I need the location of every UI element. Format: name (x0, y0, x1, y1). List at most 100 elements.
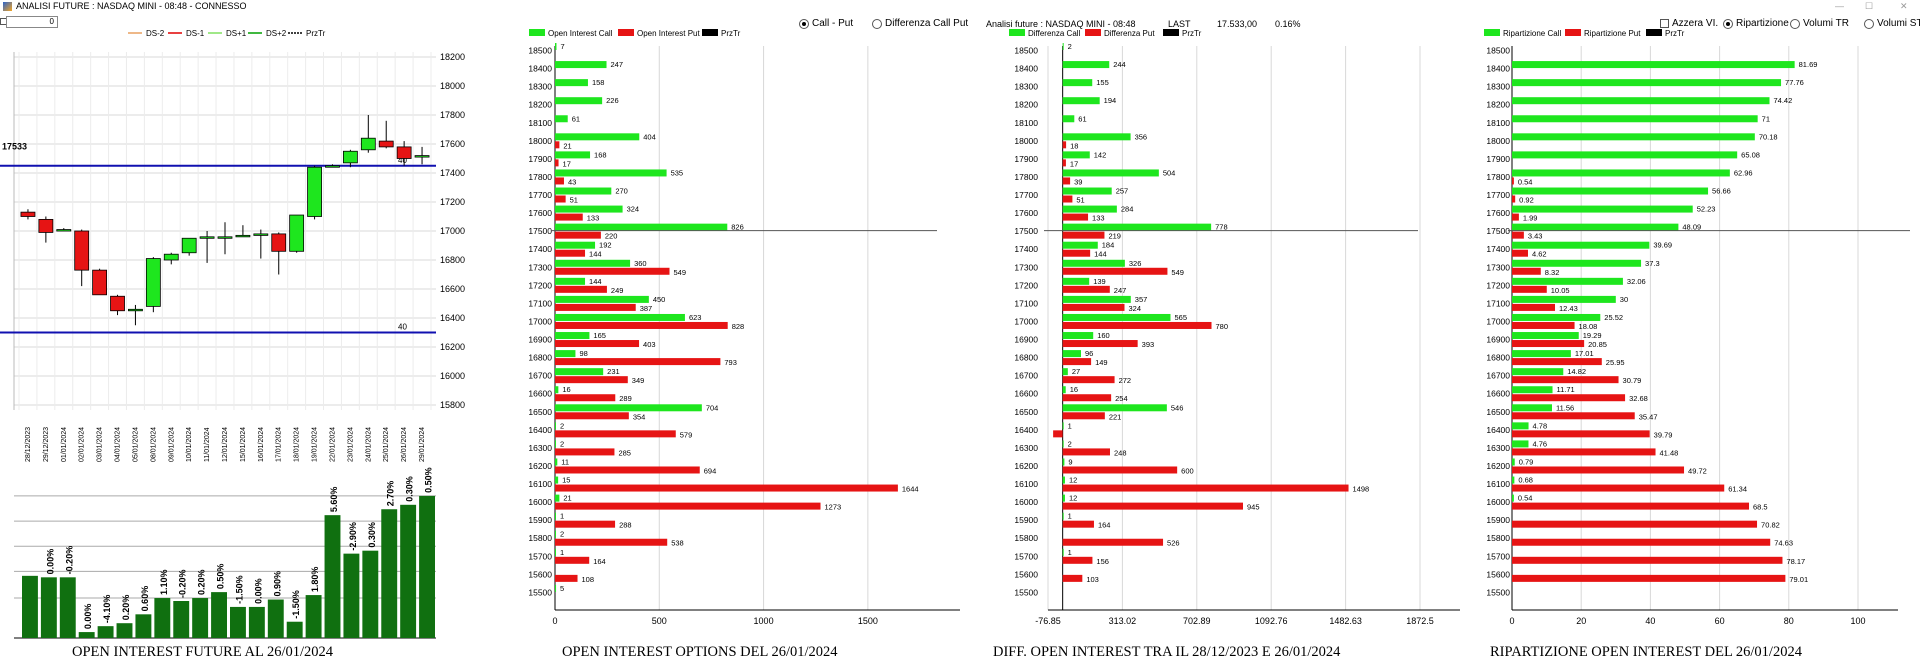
oi-bar (400, 504, 417, 638)
put-value: 221 (1109, 412, 1122, 421)
call-bar (555, 512, 556, 520)
put-value: 144 (589, 250, 602, 259)
call-bar (555, 530, 556, 538)
category-label: 16900 (1486, 335, 1510, 345)
category-label: 16500 (528, 407, 552, 417)
legend-swatch (1009, 29, 1025, 36)
oi-bar (267, 599, 284, 638)
oi-bar (154, 598, 171, 638)
put-value: 4.62 (1532, 250, 1547, 259)
put-bar (1062, 538, 1164, 546)
call-bar (555, 115, 568, 123)
category-label: 17400 (528, 244, 552, 254)
oi-pct-label: 1.80% (310, 567, 320, 593)
x-tick-label: 26/01/2024 (401, 427, 408, 462)
call-bar (1062, 151, 1090, 159)
call-bar (555, 422, 556, 430)
category-label: 16300 (1486, 443, 1510, 453)
call-bar (555, 151, 591, 159)
category-label: 16600 (1486, 389, 1510, 399)
radio-volumi-tr[interactable]: Volumi TR (1790, 18, 1849, 29)
oi-bar (324, 515, 341, 638)
call-bar (555, 277, 586, 285)
maximize-button[interactable]: ☐ (1865, 1, 1874, 11)
call-value: 19.29 (1583, 331, 1602, 340)
call-value: 77.76 (1785, 78, 1804, 87)
candle-body (163, 253, 179, 261)
oi-bar (78, 632, 95, 638)
call-value: 12 (1069, 494, 1077, 503)
call-value: 21 (563, 494, 571, 503)
category-label: 15800 (1486, 533, 1510, 543)
radio-icon (872, 18, 882, 29)
category-label: 18000 (1014, 136, 1038, 146)
call-value: 184 (1102, 241, 1115, 250)
y-tick-label: 17800 (440, 110, 465, 120)
call-value: 25.52 (1604, 313, 1623, 322)
call-bar (555, 476, 559, 484)
category-label: 15500 (1014, 587, 1038, 597)
legend-label: Ripartizione Call (1503, 29, 1561, 38)
category-label: 17200 (1486, 280, 1510, 290)
oi-pct-label: -0.20% (178, 569, 188, 598)
candle-body (20, 211, 36, 217)
category-label: 15800 (528, 533, 552, 543)
put-bar (555, 249, 586, 257)
put-value: 133 (1092, 214, 1105, 223)
call-value: 32.06 (1627, 277, 1646, 286)
call-value: 144 (589, 277, 602, 286)
put-value: 39.79 (1654, 430, 1673, 439)
radio-differenza[interactable]: Differenza Call Put (872, 18, 968, 29)
candle-body (378, 140, 394, 148)
candle-body (253, 233, 269, 236)
x-tick-label: 100 (1850, 616, 1865, 626)
put-value: 133 (587, 214, 600, 223)
category-label: 17900 (1014, 154, 1038, 164)
candle-body (74, 230, 90, 271)
category-label: 17700 (1014, 190, 1038, 200)
spin-input[interactable]: 0 (6, 16, 58, 28)
call-bar (1062, 350, 1081, 358)
category-label: 18400 (528, 64, 552, 74)
call-value: 360 (634, 259, 647, 268)
put-value: 549 (1171, 268, 1184, 277)
call-value: 15 (562, 476, 570, 485)
category-label: 17800 (528, 172, 552, 182)
call-value: 16 (562, 385, 570, 394)
call-value: 0.79 (1519, 457, 1534, 466)
put-bar (555, 394, 616, 402)
put-value: 354 (633, 412, 646, 421)
close-button[interactable]: ✕ (1900, 1, 1908, 11)
oi-pct-label: 0.30% (405, 476, 415, 502)
azzera-checkbox[interactable]: Azzera VI. (1660, 18, 1718, 29)
x-tick-label: 02/01/2024 (79, 427, 86, 462)
put-bar (1512, 538, 1771, 546)
put-bar (1062, 574, 1083, 582)
radio-volumi-st[interactable]: Volumi ST (1864, 18, 1920, 29)
level-label: 40 (398, 323, 407, 332)
last-label: LAST (1168, 19, 1191, 29)
minimize-button[interactable]: — (1835, 1, 1844, 11)
call-value: 0.54 (1518, 494, 1533, 503)
call-value: 11 (561, 457, 569, 466)
category-label: 16700 (1014, 371, 1038, 381)
call-value: 5 (560, 584, 564, 593)
radio-ripartizione[interactable]: Ripartizione (1723, 18, 1789, 29)
call-bar (555, 548, 556, 556)
call-bar (1062, 494, 1065, 502)
category-label: 17900 (528, 154, 552, 164)
put-value: 538 (671, 539, 684, 548)
candle-body (360, 137, 376, 151)
put-value: 35.47 (1639, 412, 1658, 421)
x-tick-label: 08/01/2024 (150, 427, 157, 462)
x-tick-label: 19/01/2024 (312, 427, 319, 462)
call-bar (1062, 458, 1065, 466)
put-bar (555, 484, 898, 492)
put-value: 220 (605, 232, 618, 241)
put-value: 70.82 (1761, 521, 1780, 530)
x-tick-label: 01/01/2024 (61, 427, 68, 462)
radio-call-put[interactable]: Call - Put (799, 18, 853, 29)
x-tick-label: 03/01/2024 (97, 427, 104, 462)
call-bar (1062, 43, 1064, 50)
oi-pct-label: -0.20% (64, 546, 74, 575)
